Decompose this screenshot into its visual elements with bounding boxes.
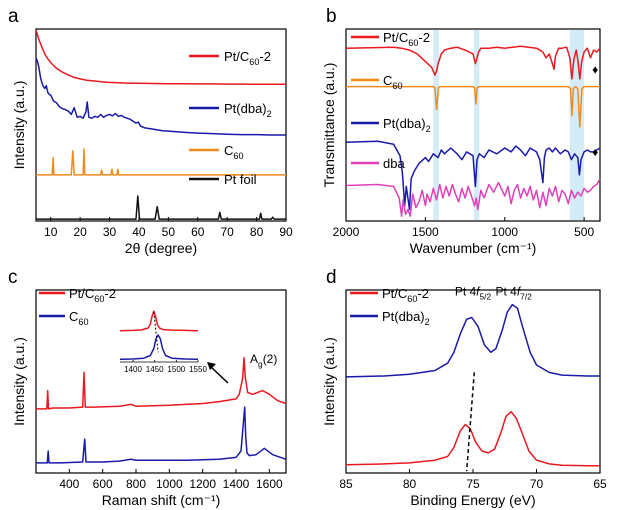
x-tick-label: 90 [279, 225, 293, 239]
x-tick-label: 75 [466, 477, 480, 491]
annotation-arrow-head [207, 362, 216, 370]
panel-d: d 85 80 75 70 65 Binding Energy (eV) Intensity … [321, 267, 607, 508]
peak-label: Pt 4f7/2 [495, 284, 532, 301]
y-axis-title: Intensity (a.u.) [321, 337, 337, 426]
x-tick-label: 1000 [156, 477, 183, 491]
inset-series-line [119, 310, 199, 332]
x-tick-label: 800 [126, 477, 146, 491]
x-tick-label: 2000 [333, 225, 360, 239]
inset-series-line [119, 334, 199, 361]
panel-a: a 10 20 30 40 50 60 70 80 90 2θ (degree) Intensity … [8, 6, 293, 256]
peak-label: Pt 4f5/2 [455, 284, 492, 301]
peak-marker-diamond: ♦ [592, 145, 598, 159]
inset-plot: 1400 1450 1500 1550 [119, 310, 207, 374]
x-tick-label: 1600 [256, 477, 283, 491]
x-tick-label: 1200 [189, 477, 216, 491]
legend-label: Pt/C60-2 [382, 286, 429, 304]
series-line-ptc602 [35, 29, 286, 86]
x-tick-label: 400 [59, 477, 79, 491]
series-line-c60 [36, 148, 286, 176]
annotation-ag2: Ag(2) [250, 352, 277, 369]
series-line-dba [345, 178, 601, 217]
legend-label: Pt(dba)2 [382, 309, 430, 327]
x-tick-label: 30 [103, 225, 117, 239]
highlight-band [473, 30, 480, 220]
plot-frame [345, 28, 601, 222]
x-axis-title: 2θ (degree) [125, 240, 197, 256]
x-tick-label: 80 [250, 225, 264, 239]
series-line-c60 [346, 85, 600, 128]
inset-dashed-shift-line [153, 311, 159, 353]
series-line-ptdba2 [35, 57, 286, 136]
legend-label: C60 [383, 73, 403, 91]
legend-label: Pt(dba)2 [224, 101, 272, 119]
y-axis-title: Intensity (a.u.) [11, 337, 27, 426]
legend-label: Pt(dba)2 [383, 116, 431, 134]
x-axis-title: Raman shift (cm⁻¹) [102, 492, 221, 508]
panel-letter-d: d [326, 267, 337, 288]
legend-label: Pt/C60-2 [69, 286, 116, 304]
legend-label: dba [383, 156, 405, 171]
x-tick-label: 1000 [491, 225, 518, 239]
peak-marker-diamond: ♦ [592, 62, 598, 76]
legend-label: C60 [69, 309, 89, 327]
x-tick-label: 600 [93, 477, 113, 491]
panel-letter-b: b [326, 6, 337, 27]
y-axis-title: Transmittance (a.u.) [321, 63, 337, 188]
series-line-ptc602 [345, 45, 601, 80]
plot-frame [35, 28, 287, 222]
highlight-band [433, 30, 439, 220]
inset-tick-label: 1500 [167, 365, 185, 374]
y-axis-title: Intensity (a.u.) [11, 81, 27, 170]
x-tick-label: 500 [574, 225, 594, 239]
x-tick-label: 50 [162, 225, 176, 239]
series-line-ptfoil [36, 195, 286, 220]
series-line-ptc602 [36, 356, 287, 410]
x-tick-label: 80 [403, 477, 417, 491]
inset-tick-label: 1400 [124, 365, 142, 374]
annotation-arrow-shaft [209, 365, 229, 384]
x-tick-label: 70 [530, 477, 544, 491]
x-tick-label: 70 [220, 225, 234, 239]
legend-label: C60 [224, 143, 244, 161]
x-tick-label: 10 [44, 225, 58, 239]
series-line-ptc602 [345, 410, 600, 467]
legend-label: Pt foil [224, 172, 257, 187]
legend-label: Pt/C60-2 [224, 49, 271, 67]
x-axis-title: Wavenumber (cm⁻¹) [410, 240, 537, 256]
inset-tick-label: 1450 [146, 365, 164, 374]
panel-letter-c: c [8, 267, 18, 288]
x-axis-title: Binding Energy (eV) [410, 492, 535, 508]
legend-label: Pt/C60-2 [383, 30, 430, 48]
x-tick-label: 60 [191, 225, 205, 239]
inset-tick-label: 1550 [189, 365, 207, 374]
x-tick-label: 1500 [412, 225, 439, 239]
panel-c: c 400 600 800 1000 1200 1400 1600 Raman shift (c… [8, 267, 287, 508]
x-tick-label: 1400 [223, 477, 250, 491]
plot-frame [35, 289, 287, 474]
dashed-shift-line [465, 372, 476, 472]
series-line-c60 [36, 406, 287, 464]
x-tick-label: 40 [132, 225, 146, 239]
panel-letter-a: a [8, 6, 19, 27]
x-tick-label: 65 [593, 477, 607, 491]
panel-b: b 2000 1500 1000 500 Wavenumber (cm⁻¹) Transmi… [321, 6, 601, 256]
series-line-ptdba2 [345, 140, 601, 211]
x-tick-label: 85 [339, 477, 353, 491]
x-tick-label: 20 [73, 225, 87, 239]
series-line-ptdba2 [345, 303, 600, 378]
